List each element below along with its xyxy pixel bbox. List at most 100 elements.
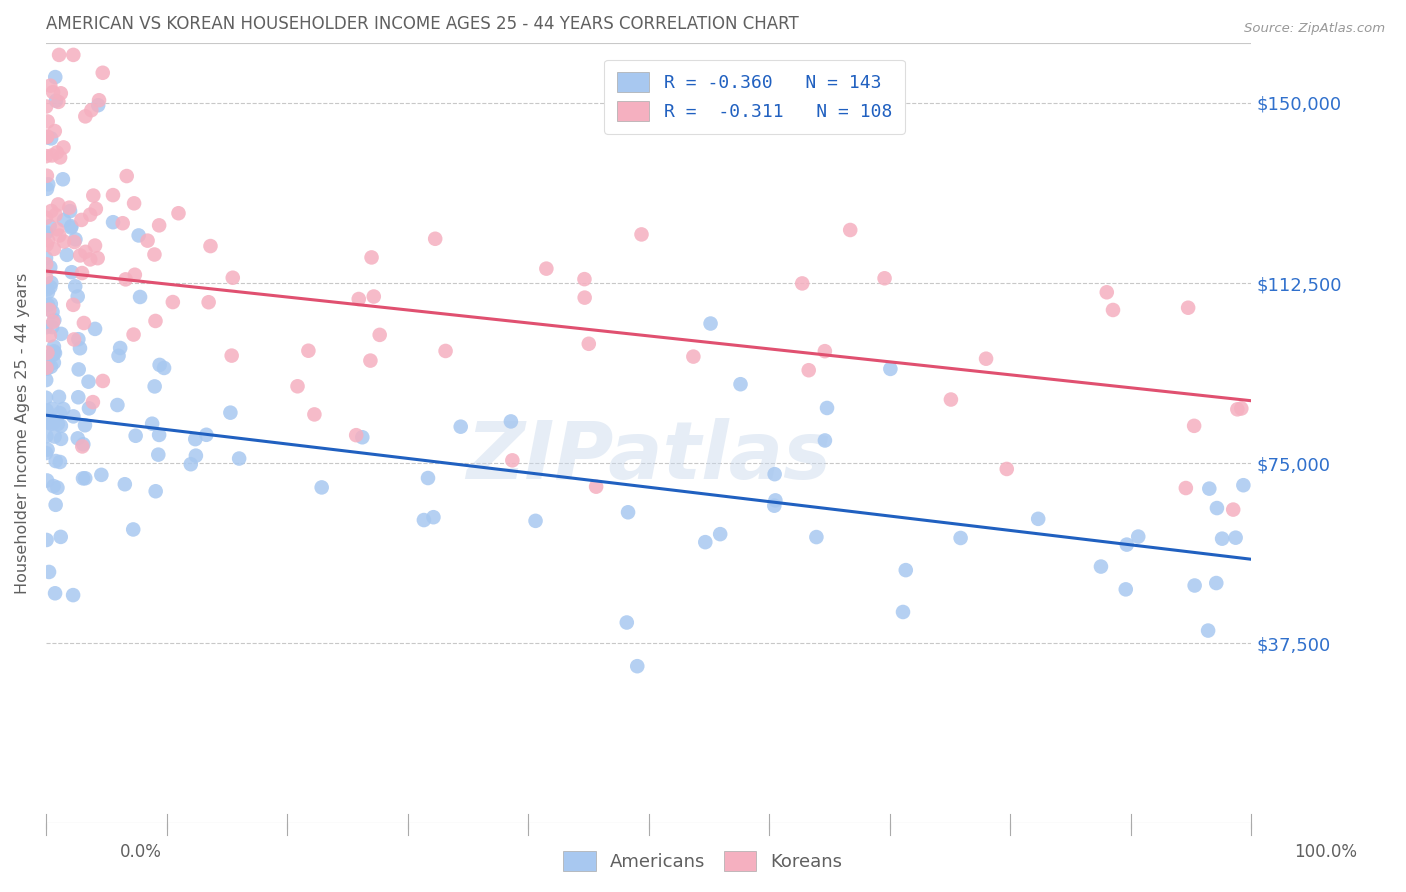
Point — [143, 247, 166, 261]
Point — [37, 345, 59, 359]
Point — [35, 270, 58, 285]
Point — [141, 417, 163, 431]
Point — [891, 605, 914, 619]
Point — [84, 238, 107, 252]
Point — [37, 442, 59, 457]
Point — [195, 427, 218, 442]
Point — [344, 428, 367, 442]
Point — [62, 588, 84, 602]
Point — [46, 222, 69, 236]
Point — [41, 305, 63, 319]
Point — [101, 215, 124, 229]
Point — [524, 514, 547, 528]
Legend: Americans, Koreans: Americans, Koreans — [557, 844, 849, 879]
Point — [37, 350, 59, 364]
Point — [35, 226, 58, 240]
Point — [35, 169, 58, 183]
Point — [82, 395, 104, 409]
Point — [82, 188, 104, 202]
Point — [90, 467, 112, 482]
Point — [39, 78, 62, 93]
Point — [814, 344, 837, 359]
Point — [49, 418, 72, 433]
Point — [37, 129, 59, 144]
Point — [162, 295, 184, 310]
Point — [52, 140, 75, 154]
Point — [35, 99, 58, 113]
Point — [450, 419, 472, 434]
Point — [44, 346, 66, 360]
Point — [44, 429, 66, 443]
Point — [73, 316, 96, 330]
Point — [221, 349, 243, 363]
Point — [180, 457, 202, 471]
Point — [70, 266, 93, 280]
Point — [1102, 303, 1125, 318]
Y-axis label: Householder Income Ages 25 - 44 years: Householder Income Ages 25 - 44 years — [15, 273, 30, 594]
Point — [122, 327, 145, 342]
Point — [35, 373, 58, 387]
Point — [35, 429, 58, 443]
Point — [39, 417, 62, 431]
Point — [62, 298, 84, 312]
Point — [101, 188, 124, 202]
Point — [75, 244, 97, 259]
Point — [1198, 482, 1220, 496]
Point — [37, 416, 59, 430]
Point — [77, 375, 100, 389]
Point — [63, 333, 86, 347]
Point — [814, 434, 837, 448]
Point — [574, 291, 596, 305]
Point — [699, 317, 721, 331]
Point — [46, 197, 69, 211]
Point — [49, 432, 72, 446]
Point — [368, 327, 391, 342]
Point — [1128, 530, 1150, 544]
Point — [873, 271, 896, 285]
Point — [42, 356, 65, 370]
Point — [35, 283, 58, 297]
Point — [35, 182, 58, 196]
Point — [41, 417, 63, 431]
Point — [70, 213, 93, 227]
Point — [124, 429, 146, 443]
Point — [894, 563, 917, 577]
Point — [35, 211, 58, 225]
Point — [37, 233, 59, 247]
Point — [200, 239, 222, 253]
Point — [1232, 478, 1254, 492]
Point — [35, 130, 58, 145]
Point — [974, 351, 997, 366]
Point — [1226, 402, 1249, 417]
Point — [149, 358, 172, 372]
Point — [49, 530, 72, 544]
Point — [1174, 481, 1197, 495]
Legend: R = -0.360   N = 143, R =  -0.311   N = 108: R = -0.360 N = 143, R = -0.311 N = 108 — [605, 60, 905, 134]
Point — [122, 523, 145, 537]
Point — [49, 326, 72, 341]
Point — [37, 298, 59, 312]
Point — [839, 223, 862, 237]
Point — [84, 202, 107, 216]
Point — [145, 314, 167, 328]
Point — [107, 398, 129, 412]
Point — [1184, 578, 1206, 592]
Point — [49, 150, 72, 164]
Point — [52, 172, 75, 186]
Text: 0.0%: 0.0% — [120, 843, 162, 861]
Point — [499, 414, 522, 428]
Point — [1115, 582, 1137, 597]
Point — [360, 251, 382, 265]
Point — [49, 406, 72, 420]
Point — [1206, 501, 1229, 516]
Point — [1115, 538, 1137, 552]
Point — [422, 510, 444, 524]
Point — [815, 401, 838, 415]
Point — [42, 344, 65, 359]
Point — [42, 340, 65, 354]
Point — [107, 349, 129, 363]
Point — [91, 66, 114, 80]
Point — [297, 343, 319, 358]
Point — [35, 391, 58, 405]
Point — [42, 479, 65, 493]
